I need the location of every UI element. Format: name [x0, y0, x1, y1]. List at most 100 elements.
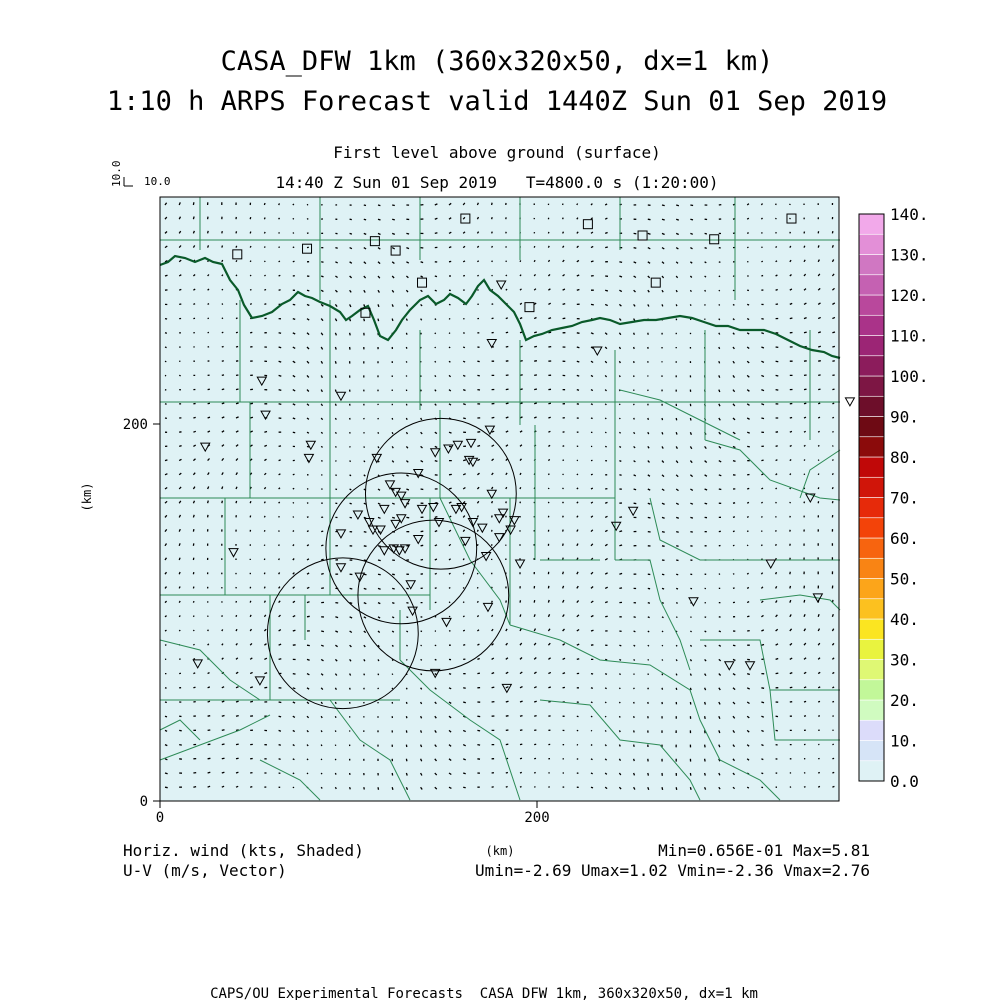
colorbar-bin [858, 578, 885, 600]
station-triangle-marker [514, 559, 526, 570]
colorbar-bin [858, 395, 885, 417]
colorbar-bin [858, 760, 885, 782]
station-triangle-marker [363, 518, 375, 528]
colorbar-bin [858, 719, 885, 741]
station-triangle-marker [744, 661, 756, 671]
radar-range-ring [364, 417, 517, 570]
colorbar-label: 120. [890, 286, 929, 305]
reference-vector-key: 10.0 10.0 [110, 161, 171, 189]
station-triangle-marker [591, 346, 603, 357]
station-square-marker [637, 230, 648, 241]
footer-min-max: Min=0.656E-01 Max=5.81 [658, 841, 870, 860]
colorbar-label: 110. [890, 327, 929, 346]
colorbar: 0.0 10. 20. 30. 40. 50. 60. 70. 80. 90. 100. 110. 12… [858, 205, 929, 791]
colorbar-label: 130. [890, 246, 929, 265]
footer-credit: CAPS/OU Experimental Forecasts CASA DFW … [210, 986, 758, 1000]
title-line-1: CASA_DFW 1km (360x320x50, dx=1 km) [221, 46, 774, 77]
station-square-marker [460, 213, 471, 224]
station-triangle-marker [501, 683, 513, 694]
radar-range-ring [266, 557, 419, 710]
station-triangle-marker [465, 438, 477, 449]
reference-vector-vertical-label: 10.0 [110, 161, 123, 188]
station-triangle-marker [486, 338, 498, 349]
station-triangle-marker [467, 518, 479, 528]
station-triangle-marker [486, 489, 498, 500]
station-triangle-marker [497, 508, 509, 519]
station-square-marker [650, 277, 661, 288]
station-triangle-marker [378, 504, 390, 515]
subtitle-level: First level above ground (surface) [333, 143, 661, 162]
station-square-marker [709, 234, 720, 245]
station-triangle-marker [460, 536, 471, 547]
station-triangle-marker [495, 280, 507, 291]
station-triangle-marker [443, 444, 454, 455]
station-triangle-marker [463, 455, 475, 466]
station-triangle-marker [367, 525, 379, 536]
station-triangle-marker [844, 397, 856, 407]
station-triangle-marker [433, 518, 445, 528]
colorbar-bin [858, 314, 885, 336]
station-triangle-marker [610, 521, 622, 532]
station-triangle-marker [260, 410, 271, 421]
colorbar-bin [858, 659, 885, 681]
station-triangle-marker [765, 559, 777, 570]
station-triangle-marker [441, 617, 452, 628]
station-square-marker [360, 307, 371, 318]
x-axis-label: (km) [486, 844, 515, 858]
station-triangle-marker [228, 548, 239, 558]
radar-range-ring [325, 472, 478, 625]
colorbar-bin [858, 476, 885, 498]
y-tick-0: 0 [140, 794, 148, 810]
colorbar-bin [858, 335, 885, 357]
station-triangle-marker [199, 442, 211, 453]
colorbar-bin [858, 254, 885, 276]
station-square-marker [302, 243, 313, 254]
y-axis-label: (km) [80, 483, 94, 512]
station-triangle-marker [452, 440, 464, 451]
station-triangle-marker [493, 514, 505, 524]
station-triangle-marker [723, 661, 735, 671]
station-square-marker [417, 277, 428, 288]
colorbar-label: 40. [890, 610, 919, 629]
x-tick-200: 200 [524, 810, 549, 826]
colorbar-bin [858, 740, 885, 762]
colorbar-bin [858, 233, 885, 255]
station-triangle-marker [688, 597, 699, 607]
station-triangle-marker [412, 469, 424, 479]
station-triangle-marker [254, 676, 266, 686]
station-triangle-marker [412, 534, 424, 545]
colorbar-bin [858, 294, 885, 316]
colorbar-bin [858, 375, 885, 397]
station-square-marker [786, 213, 797, 224]
colorbar-bin [858, 456, 885, 478]
radar-range-ring [357, 519, 510, 672]
station-triangle-marker [399, 499, 411, 509]
station-triangle-marker [484, 425, 496, 436]
station-triangle-marker [427, 502, 439, 513]
station-triangle-marker [476, 523, 488, 534]
station-triangle-marker [395, 491, 407, 502]
colorbar-label: 50. [890, 570, 919, 589]
station-triangle-marker [378, 546, 390, 556]
colorbar-bin [858, 517, 885, 539]
colorbar-frame [858, 213, 885, 782]
colorbar-bin [858, 274, 885, 296]
colorbar-label: 140. [890, 205, 929, 224]
station-triangle-marker [305, 440, 317, 451]
colorbar-bin [858, 598, 885, 620]
station-triangle-marker [394, 546, 405, 556]
station-triangle-marker [416, 504, 428, 515]
station-triangle-marker [456, 502, 467, 513]
station-triangle-marker [405, 580, 417, 590]
title-line-2: 1:10 h ARPS Forecast valid 1440Z Sun 01 … [107, 86, 887, 117]
colorbar-label: 80. [890, 448, 919, 467]
station-triangle-marker [335, 529, 347, 539]
station-markers [192, 213, 856, 694]
colorbar-bin [858, 679, 885, 701]
station-triangle-marker [352, 510, 364, 520]
colorbar-label: 30. [890, 651, 919, 670]
colorbar-bin [858, 436, 885, 458]
station-triangle-marker [354, 572, 366, 583]
colorbar-bin [858, 497, 885, 519]
station-triangle-marker [467, 457, 479, 468]
